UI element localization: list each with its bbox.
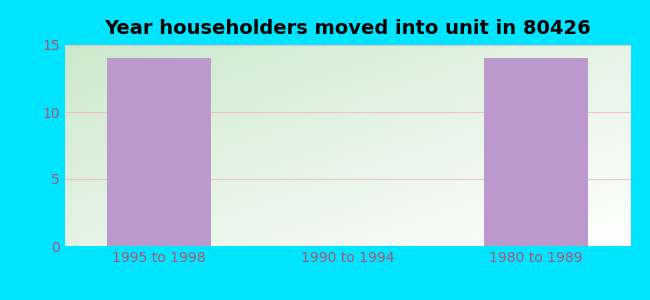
Bar xyxy=(107,58,211,246)
Title: Year householders moved into unit in 80426: Year householders moved into unit in 804… xyxy=(105,19,591,38)
Bar xyxy=(484,58,588,246)
